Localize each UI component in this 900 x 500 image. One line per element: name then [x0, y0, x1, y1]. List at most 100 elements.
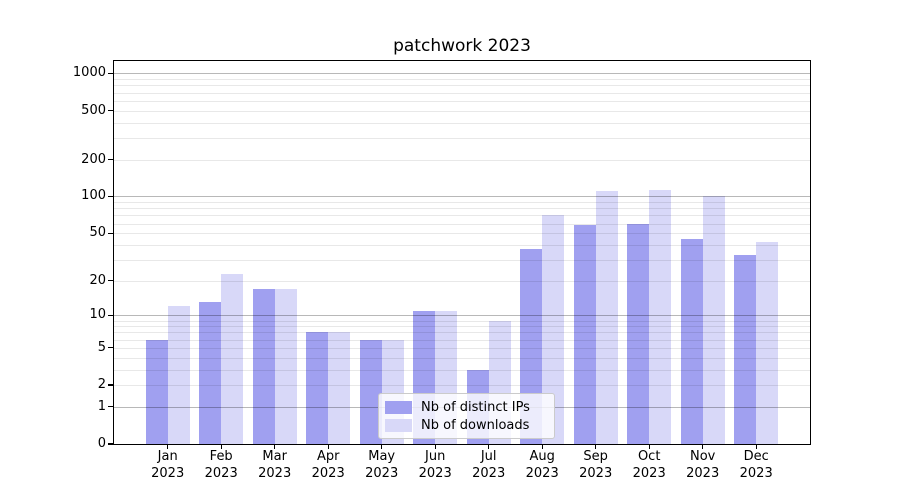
x-tick-year-dec: 2023	[739, 465, 773, 481]
gridline-minor-700	[114, 92, 810, 94]
y-tick-mark-5	[108, 347, 113, 349]
x-tick-mark-nov	[702, 445, 704, 449]
x-tick-label-sep: Sep 2023	[564, 449, 628, 482]
x-tick-mark-jul	[488, 445, 490, 449]
bar-nov-downloads	[702, 196, 725, 444]
gridline-major-1000	[114, 73, 810, 75]
bar-feb-ips	[199, 302, 222, 444]
x-tick-year-sep: 2023	[579, 465, 613, 481]
gridline-minor-500	[114, 110, 810, 112]
bar-oct-downloads	[649, 189, 672, 444]
x-tick-mark-dec	[755, 445, 757, 449]
y-tick-label-5: 5	[97, 339, 106, 355]
x-tick-year-apr: 2023	[311, 465, 345, 481]
bar-mar-ips	[252, 288, 275, 444]
legend-swatch-downloads	[385, 418, 412, 432]
x-tick-year-jul: 2023	[472, 465, 506, 481]
bar-nov-ips	[680, 238, 703, 444]
x-tick-label-nov: Nov 2023	[671, 449, 735, 482]
legend-item-downloads: Nb of downloads	[385, 416, 545, 434]
x-tick-month-nov: Nov	[690, 449, 716, 464]
y-tick-mark-200	[108, 158, 113, 161]
x-tick-label-apr: Apr 2023	[296, 449, 360, 482]
legend-item-distinct-ips: Nb of distinct IPs	[385, 398, 545, 416]
x-tick-month-aug: Aug	[529, 449, 555, 464]
bar-mar-downloads	[274, 288, 297, 444]
x-tick-label-oct: Oct 2023	[617, 449, 681, 482]
gridline-minor-9	[114, 320, 810, 322]
gridline-minor-600	[114, 100, 810, 102]
x-tick-mark-jan	[167, 445, 169, 449]
y-tick-label-20: 20	[89, 272, 106, 288]
x-tick-month-mar: Mar	[262, 449, 287, 464]
bar-jan-ips	[145, 339, 168, 444]
chart-title: patchwork 2023	[393, 36, 531, 56]
x-tick-label-aug: Aug 2023	[510, 449, 574, 482]
y-tick-label-1000: 1000	[72, 65, 106, 81]
legend: Nb of distinct IPs Nb of downloads	[378, 393, 555, 439]
y-tick-mark-0	[108, 443, 113, 445]
y-tick-label-1: 1	[97, 398, 106, 414]
x-tick-month-apr: Apr	[316, 449, 340, 464]
gridline-minor-40	[114, 244, 810, 246]
y-tick-label-2: 2	[97, 377, 106, 393]
x-tick-label-may: May 2023	[350, 449, 414, 482]
y-tick-label-500: 500	[81, 102, 106, 118]
gridline-minor-5	[114, 347, 810, 349]
gridline-minor-4	[114, 357, 810, 359]
bar-jan-downloads	[167, 306, 190, 444]
y-tick-mark-2	[108, 384, 113, 386]
x-tick-month-jan: Jan	[157, 449, 178, 464]
x-tick-mark-mar	[274, 445, 276, 449]
y-tick-label-200: 200	[81, 151, 106, 167]
x-tick-label-jun: Jun 2023	[403, 449, 467, 482]
gridline-minor-70	[114, 215, 810, 217]
x-tick-year-nov: 2023	[686, 465, 720, 481]
y-tick-label-10: 10	[89, 307, 106, 323]
y-tick-mark-100	[108, 195, 113, 198]
x-tick-mark-sep	[595, 445, 597, 449]
x-tick-mark-oct	[648, 445, 650, 449]
x-tick-label-jul: Jul 2023	[457, 449, 521, 482]
x-tick-mark-apr	[327, 445, 329, 449]
gridline-minor-30	[114, 259, 810, 261]
y-tick-label-50: 50	[89, 225, 106, 241]
x-tick-mark-may	[381, 445, 383, 449]
legend-swatch-distinct-ips	[385, 400, 412, 414]
y-tick-label-100: 100	[81, 188, 106, 204]
y-tick-mark-1	[108, 406, 113, 408]
x-tick-month-feb: Feb	[209, 449, 233, 464]
x-tick-year-mar: 2023	[258, 465, 292, 481]
bar-oct-ips	[627, 223, 650, 444]
x-tick-month-dec: Dec	[743, 449, 769, 464]
bar-feb-downloads	[221, 273, 244, 444]
x-tick-label-dec: Dec 2023	[724, 449, 788, 482]
gridline-minor-800	[114, 85, 810, 87]
x-tick-mark-feb	[220, 445, 222, 449]
x-tick-year-feb: 2023	[204, 465, 238, 481]
bar-sep-ips	[573, 225, 596, 444]
x-tick-month-oct: Oct	[637, 449, 661, 464]
y-tick-mark-10	[108, 314, 113, 316]
gridline-minor-6	[114, 339, 810, 341]
y-tick-mark-1000	[108, 72, 113, 75]
gridline-minor-8	[114, 326, 810, 328]
plot-area	[113, 60, 811, 445]
gridline-minor-200	[114, 159, 810, 161]
x-tick-label-mar: Mar 2023	[243, 449, 307, 482]
x-tick-year-aug: 2023	[525, 465, 559, 481]
gridline-minor-7	[114, 332, 810, 334]
y-tick-mark-20	[108, 280, 113, 282]
gridline-major-10	[114, 315, 810, 317]
gridline-minor-50	[114, 233, 810, 235]
gridline-minor-20	[114, 280, 810, 282]
x-tick-year-jun: 2023	[418, 465, 452, 481]
x-tick-year-may: 2023	[365, 465, 399, 481]
legend-label-downloads: Nb of downloads	[421, 417, 530, 433]
gridline-minor-60	[114, 223, 810, 225]
x-tick-month-jun: Jun	[425, 449, 446, 464]
x-tick-month-jul: Jul	[480, 449, 497, 464]
bar-apr-downloads	[328, 332, 351, 444]
x-tick-mark-jun	[434, 445, 436, 449]
